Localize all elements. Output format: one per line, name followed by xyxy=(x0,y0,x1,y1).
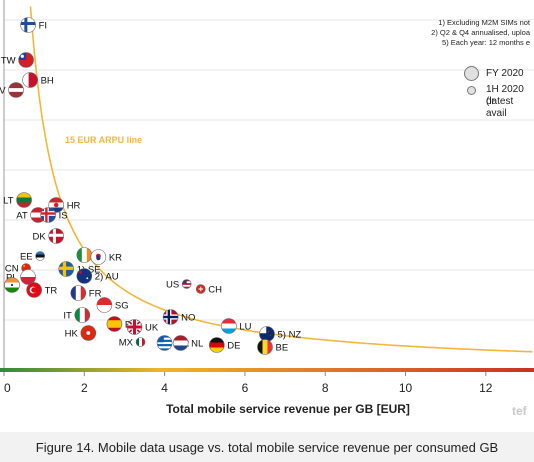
figure-caption: Figure 14. Mobile data usage vs. total m… xyxy=(35,440,499,455)
point-label-2-au: 2) AU xyxy=(95,272,119,283)
point-label-v: V xyxy=(0,86,6,97)
point-label-tr: TR xyxy=(45,286,58,297)
point-label-hr: HR xyxy=(67,201,81,212)
point-label-sg: SG xyxy=(115,301,129,312)
data-point-2-au: 2) AU xyxy=(76,268,119,284)
point-label-5-nz: 5) NZ xyxy=(277,330,301,341)
data-point-mx: MX xyxy=(119,337,146,349)
data-point-ch: CH xyxy=(195,284,222,296)
data-point-us: US xyxy=(166,279,192,291)
point-label-tw: TW xyxy=(1,56,16,67)
watermark: tef xyxy=(512,404,528,418)
data-point-bh: BH xyxy=(22,72,54,88)
point-label-at: AT xyxy=(16,211,28,222)
data-point-it: IT xyxy=(63,307,91,323)
data-points: FITWBHVLTHRATISDKIEKREECN1) SEPL2) AUTRF… xyxy=(0,17,301,355)
data-point-is: IS xyxy=(40,207,68,223)
scatter-chart: 15 EUR ARPU line 0 2 4 6 8 10 12 Total mobile … xyxy=(0,0,534,418)
x-tick-label-8: 8 xyxy=(322,381,329,395)
data-point-ee: EE xyxy=(20,251,45,263)
point-label-kr: KR xyxy=(109,253,122,264)
data-point-fi: FI xyxy=(20,17,47,33)
point-label-mx: MX xyxy=(119,338,134,349)
arpu-curve xyxy=(29,6,533,353)
x-tick-label-12: 12 xyxy=(479,381,493,395)
legend-large-marker xyxy=(464,66,479,81)
curve-label: 15 EUR ARPU line xyxy=(65,135,142,145)
data-point-5-nz: 5) NZ xyxy=(259,326,301,342)
legend-small-marker xyxy=(467,86,476,95)
point-label-cn: CN xyxy=(5,264,19,275)
point-label-no: NO xyxy=(181,313,195,324)
point-label-is: IS xyxy=(59,211,68,222)
x-axis-label: Total mobile service revenue per GB [EUR… xyxy=(166,402,410,416)
x-tick-label-10: 10 xyxy=(399,381,413,395)
x-tick-label-4: 4 xyxy=(161,381,168,395)
legend-label-1h: 1H 2020 or xyxy=(486,84,524,107)
point-label-ee: EE xyxy=(20,252,33,263)
data-point-uk: UK xyxy=(126,319,159,335)
data-point-kr: KR xyxy=(90,249,122,265)
note-1: 1) Excluding M2M SIMs not xyxy=(438,18,530,27)
note-3: 5) Each year: 12 months e xyxy=(442,38,530,47)
point-label-lt: LT xyxy=(3,196,14,207)
point-label-hk: HK xyxy=(65,329,79,340)
x-tick-label-2: 2 xyxy=(81,381,88,395)
data-point-tr: TR xyxy=(26,282,58,298)
data-point-hr: HR xyxy=(48,197,81,213)
point-label-bh: BH xyxy=(41,76,54,87)
point-label-fi: FI xyxy=(39,21,47,32)
note-2: 2) Q2 & Q4 annualised, uploa xyxy=(431,28,530,37)
point-label-be: BE xyxy=(275,343,288,354)
x-axis-bar xyxy=(0,368,534,372)
data-point-sg: SG xyxy=(96,297,129,313)
point-label-dk: DK xyxy=(32,232,46,243)
data-point-lt: LT xyxy=(3,192,32,208)
point-label-us: US xyxy=(166,280,179,291)
chart-notes: 1) Excluding M2M SIMs not 2) Q2 & Q4 ann… xyxy=(431,18,530,48)
data-point-v: V xyxy=(0,82,24,98)
gridlines xyxy=(4,19,534,321)
data-point-nl: NL xyxy=(172,335,203,351)
x-tick-label-6: 6 xyxy=(242,381,249,395)
point-label-it: IT xyxy=(63,311,72,322)
data-point-in xyxy=(4,277,20,293)
data-point-fr: FR xyxy=(70,285,102,301)
point-label-ch: CH xyxy=(208,285,222,296)
point-label-fr: FR xyxy=(89,289,102,300)
point-label-uk: UK xyxy=(145,323,159,334)
point-label-lu: LU xyxy=(239,322,251,333)
x-tick-label-0: 0 xyxy=(4,381,11,395)
data-point-tw: TW xyxy=(1,52,34,68)
point-label-nl: NL xyxy=(191,339,203,350)
point-label-de: DE xyxy=(227,341,240,352)
caption-bar xyxy=(0,432,534,462)
data-point-be: BE xyxy=(257,339,288,355)
data-point-de: DE xyxy=(209,337,241,353)
data-point-no: NO xyxy=(162,309,195,325)
x-ticks: 0 2 4 6 8 10 12 xyxy=(3,372,493,395)
legend-label-fy: FY 2020 xyxy=(486,68,524,79)
legend-label-latest: (latest avail xyxy=(486,96,514,119)
data-point-lu: LU xyxy=(221,318,252,334)
data-point-dk: DK xyxy=(32,228,64,244)
data-point-hk: HK xyxy=(65,325,97,341)
